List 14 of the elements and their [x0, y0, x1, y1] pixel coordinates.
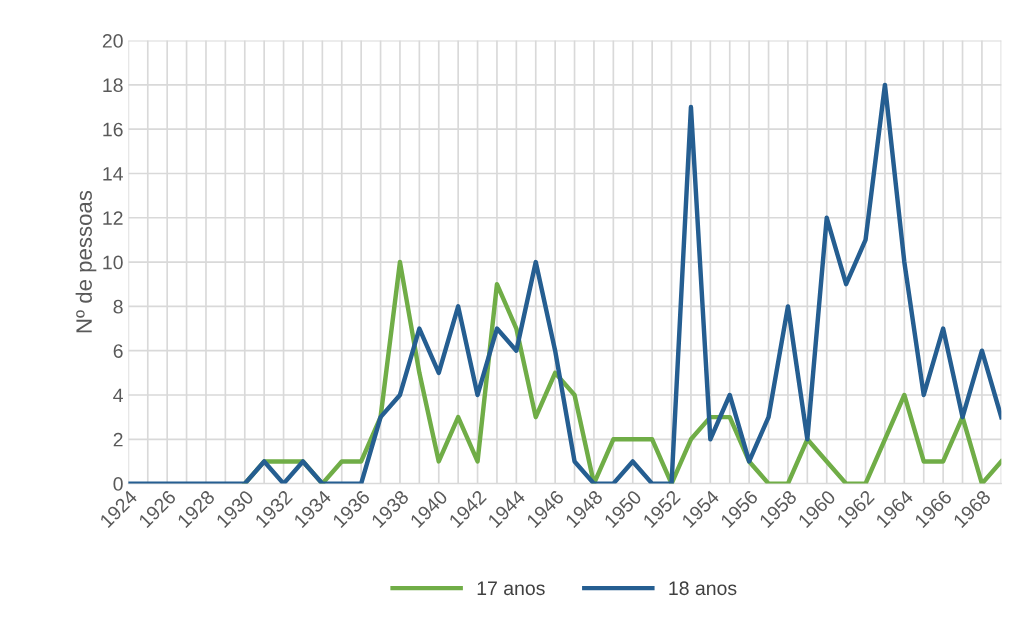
legend-label: 18 anos	[669, 581, 737, 596]
y-tick-label: 18	[103, 78, 123, 93]
y-tick-label: 16	[103, 122, 123, 137]
y-tick-label: 14	[103, 167, 123, 181]
y-tick-label: 8	[113, 299, 123, 314]
y-axis-title: Nº de pessoas	[75, 190, 97, 333]
y-tick-label: 2	[113, 432, 123, 447]
y-tick-label: 10	[103, 255, 123, 270]
y-tick-label: 6	[113, 344, 123, 358]
y-tick-label: 20	[102, 34, 123, 48]
y-tick-label: 0	[113, 477, 123, 491]
legend-label: 17 anos	[477, 581, 545, 596]
y-tick-label: 12	[103, 211, 123, 225]
y-tick-label: 4	[113, 388, 123, 403]
